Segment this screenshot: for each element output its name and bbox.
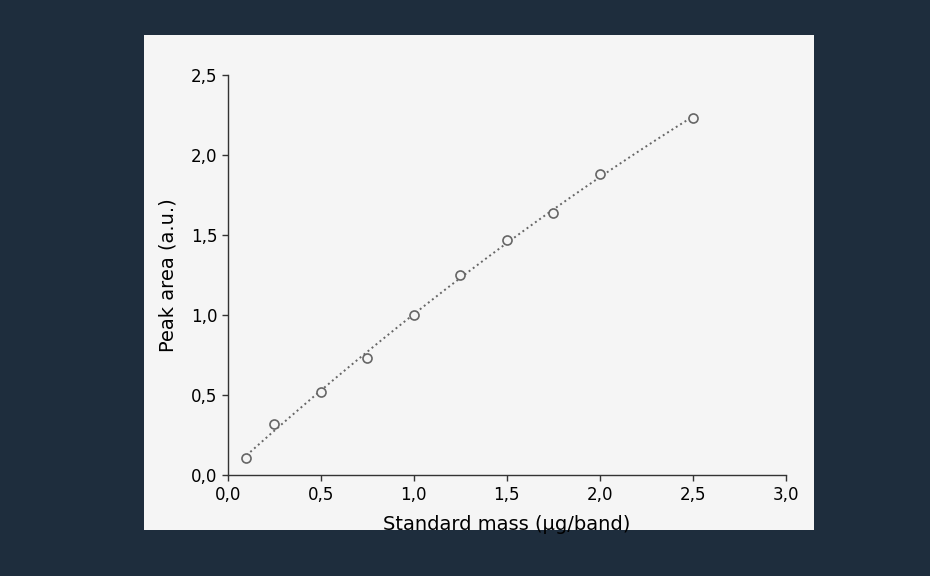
X-axis label: Standard mass (μg/band): Standard mass (μg/band) xyxy=(383,515,631,534)
Y-axis label: Peak area (a.u.): Peak area (a.u.) xyxy=(158,198,177,352)
